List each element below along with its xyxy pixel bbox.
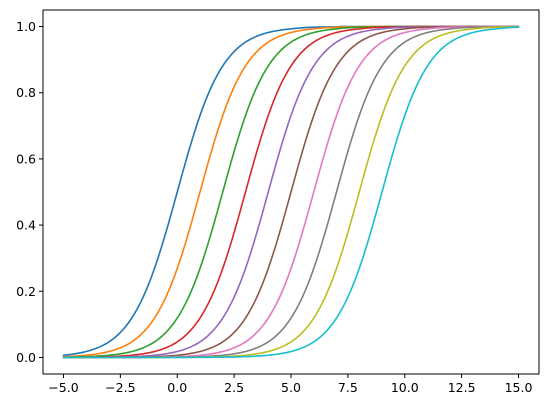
x-tick-label: 12.5: [448, 380, 476, 395]
x-tick-label: 2.5: [224, 380, 244, 395]
series-line-6: [62, 25, 520, 359]
series-layer: [62, 25, 520, 359]
x-tick-label: 5.0: [281, 380, 301, 395]
x-tick-label: −5.0: [48, 380, 78, 395]
y-tick-label: 0.4: [16, 218, 36, 233]
y-tick-label: 0.0: [16, 350, 36, 365]
x-axis: −5.0 −2.5 0.0 2.5 5.0 7.5 10.0 12.5 15.0: [48, 374, 532, 395]
y-tick-label: 1.0: [16, 19, 36, 34]
y-tick-label: 0.2: [16, 284, 36, 299]
y-axis: 0.0 0.2 0.4 0.6 0.8 1.0: [16, 19, 43, 365]
x-tick-label: 7.5: [338, 380, 358, 395]
y-tick-label: 0.8: [16, 85, 36, 100]
y-tick-label: 0.6: [16, 151, 36, 166]
series-line-10: [62, 26, 520, 359]
x-tick-label: 15.0: [505, 380, 533, 395]
x-tick-label: 0.0: [167, 380, 187, 395]
x-tick-label: 10.0: [391, 380, 419, 395]
x-tick-label: −2.5: [105, 380, 135, 395]
